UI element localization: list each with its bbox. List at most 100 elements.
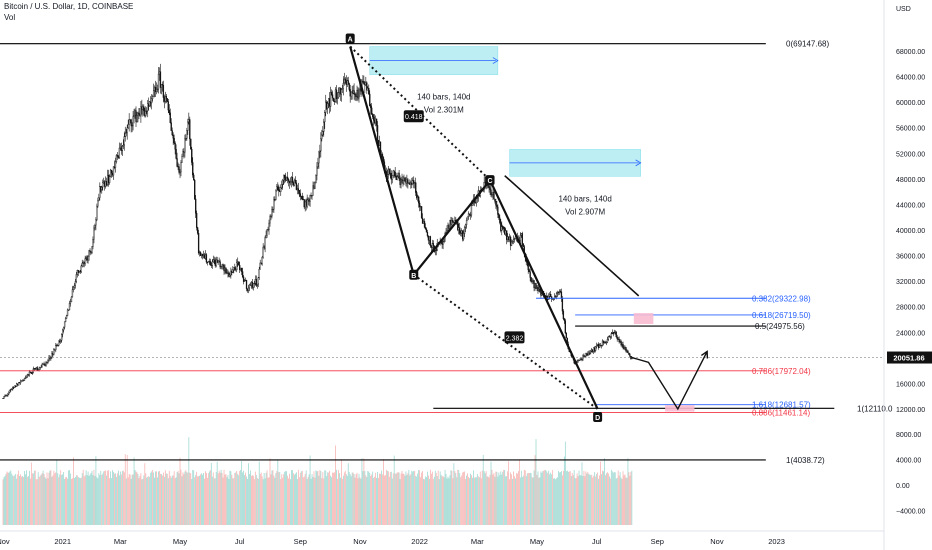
candle-body bbox=[345, 80, 347, 85]
volume-bar bbox=[203, 473, 204, 525]
candle-body bbox=[370, 105, 372, 109]
candle-body bbox=[620, 341, 622, 346]
candle-body bbox=[555, 293, 558, 297]
candle-body bbox=[297, 188, 300, 191]
volume-bar bbox=[321, 478, 323, 525]
volume-bar bbox=[349, 474, 351, 525]
volume-bar bbox=[313, 471, 315, 525]
volume-bar bbox=[581, 462, 583, 525]
volume-indicator-label[interactable]: Vol bbox=[4, 13, 16, 22]
candle-body bbox=[237, 261, 239, 263]
volume-bar bbox=[211, 476, 213, 525]
volume-bar bbox=[205, 471, 206, 525]
volume-bar bbox=[566, 470, 568, 525]
volume-bar bbox=[442, 475, 444, 525]
volume-bar bbox=[153, 472, 155, 525]
candle-body bbox=[371, 107, 373, 115]
volume-bar bbox=[630, 471, 632, 525]
candle-body bbox=[186, 130, 188, 139]
candle-body bbox=[491, 194, 493, 196]
candle-body bbox=[423, 221, 426, 228]
candle-body bbox=[176, 158, 178, 167]
time-tick-label: Nov bbox=[0, 537, 10, 546]
candle-body bbox=[316, 166, 318, 176]
candle-body bbox=[364, 83, 366, 86]
pivot-label-a: A bbox=[348, 37, 353, 44]
volume-bar bbox=[130, 478, 132, 525]
candle-body bbox=[449, 220, 451, 229]
volume-bar bbox=[384, 475, 386, 525]
volume-bar bbox=[480, 478, 482, 525]
volume-bar bbox=[364, 471, 366, 525]
candle-body bbox=[391, 175, 393, 180]
volume-bar bbox=[232, 478, 234, 525]
candle-body bbox=[140, 106, 142, 117]
candle-body bbox=[28, 371, 31, 376]
volume-bar bbox=[163, 476, 165, 525]
candle-body bbox=[195, 198, 197, 214]
candle-body bbox=[502, 226, 504, 228]
volume-bar bbox=[210, 462, 212, 525]
volume-bar bbox=[77, 477, 79, 525]
candle-body bbox=[327, 103, 329, 109]
volume-bar bbox=[374, 476, 376, 525]
candle-body bbox=[100, 186, 102, 191]
volume-bar bbox=[213, 478, 215, 525]
volume-bar bbox=[22, 476, 23, 525]
candle-body bbox=[205, 254, 208, 263]
candle-body bbox=[34, 368, 36, 370]
volume-bar bbox=[29, 470, 30, 525]
volume-bar bbox=[167, 478, 169, 525]
volume-bar bbox=[537, 471, 539, 525]
volume-bar bbox=[530, 473, 532, 525]
volume-bar bbox=[282, 477, 284, 525]
candle-body bbox=[310, 195, 312, 197]
candle-body bbox=[35, 367, 37, 370]
volume-bar bbox=[341, 478, 343, 525]
candle-body bbox=[595, 345, 598, 347]
volume-bar bbox=[553, 478, 555, 525]
candle-body bbox=[630, 356, 632, 359]
candle-body bbox=[103, 181, 105, 183]
volume-bar bbox=[119, 471, 121, 525]
volume-bar bbox=[511, 474, 512, 525]
candle-body bbox=[134, 110, 136, 116]
candle-body bbox=[190, 138, 192, 150]
volume-bar bbox=[415, 475, 417, 525]
volume-bar bbox=[156, 471, 157, 525]
volume-bar bbox=[312, 476, 314, 525]
candle-body bbox=[614, 331, 616, 333]
candle-body bbox=[30, 372, 33, 374]
candle-body bbox=[202, 254, 205, 257]
volume-bar bbox=[620, 477, 622, 525]
volume-bar bbox=[426, 477, 427, 525]
candle-body bbox=[114, 161, 117, 168]
candle-body bbox=[295, 182, 298, 190]
volume-bar bbox=[613, 471, 615, 525]
volume-bar bbox=[68, 470, 69, 525]
candle-body bbox=[31, 372, 33, 374]
volume-bar bbox=[155, 471, 156, 525]
candle-body bbox=[551, 298, 554, 300]
volume-bar bbox=[358, 473, 360, 525]
candle-body bbox=[343, 78, 345, 84]
candle-body bbox=[406, 179, 408, 184]
volume-bar bbox=[141, 479, 143, 525]
candle-body bbox=[348, 83, 350, 90]
candle-body bbox=[338, 87, 341, 93]
candle-body bbox=[226, 272, 228, 274]
candle-body bbox=[490, 189, 492, 196]
volume-bar bbox=[143, 475, 145, 525]
volume-bar bbox=[596, 474, 598, 525]
candle-body bbox=[335, 89, 338, 99]
candle-body bbox=[10, 389, 12, 391]
candle-body bbox=[378, 141, 381, 146]
candle-body bbox=[113, 166, 116, 168]
volume-bar bbox=[27, 476, 28, 525]
candle-body bbox=[468, 213, 471, 216]
volume-bar bbox=[136, 472, 138, 525]
candle-body bbox=[99, 186, 101, 198]
candle-body bbox=[122, 144, 124, 147]
candle-body bbox=[180, 162, 182, 173]
